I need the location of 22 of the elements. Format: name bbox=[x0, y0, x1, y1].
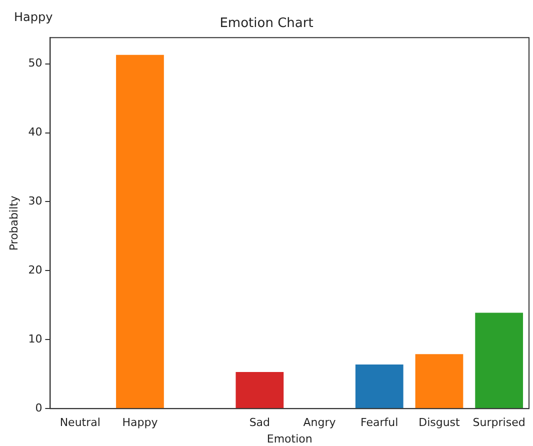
bar bbox=[415, 354, 464, 408]
x-tick-label: Happy bbox=[122, 416, 158, 430]
bar bbox=[355, 364, 404, 408]
y-tick-label: 20 bbox=[28, 264, 42, 277]
x-tick-label: Fearful bbox=[360, 416, 398, 430]
text: Happy bbox=[14, 10, 53, 24]
bar bbox=[116, 54, 164, 408]
x-tick-label: Surprised bbox=[472, 416, 526, 430]
x-tick-label: Angry bbox=[303, 416, 336, 430]
bar bbox=[236, 372, 284, 408]
y-tick-label: 0 bbox=[35, 401, 42, 414]
x-axis-title: Emotion bbox=[266, 432, 312, 446]
y-tick-label: 40 bbox=[28, 126, 42, 139]
x-tick-label: Neutral bbox=[60, 416, 100, 430]
y-tick-label: 30 bbox=[28, 194, 42, 208]
x-tick-label: Sad bbox=[249, 416, 270, 430]
bar bbox=[475, 312, 524, 408]
y-axis-title: Probabilty bbox=[7, 195, 20, 251]
y-tick-label: 10 bbox=[28, 332, 42, 346]
chart-title: Emotion Chart bbox=[220, 16, 314, 32]
x-tick-label: Disgust bbox=[418, 416, 461, 430]
y-tick-label: 50 bbox=[28, 56, 42, 70]
